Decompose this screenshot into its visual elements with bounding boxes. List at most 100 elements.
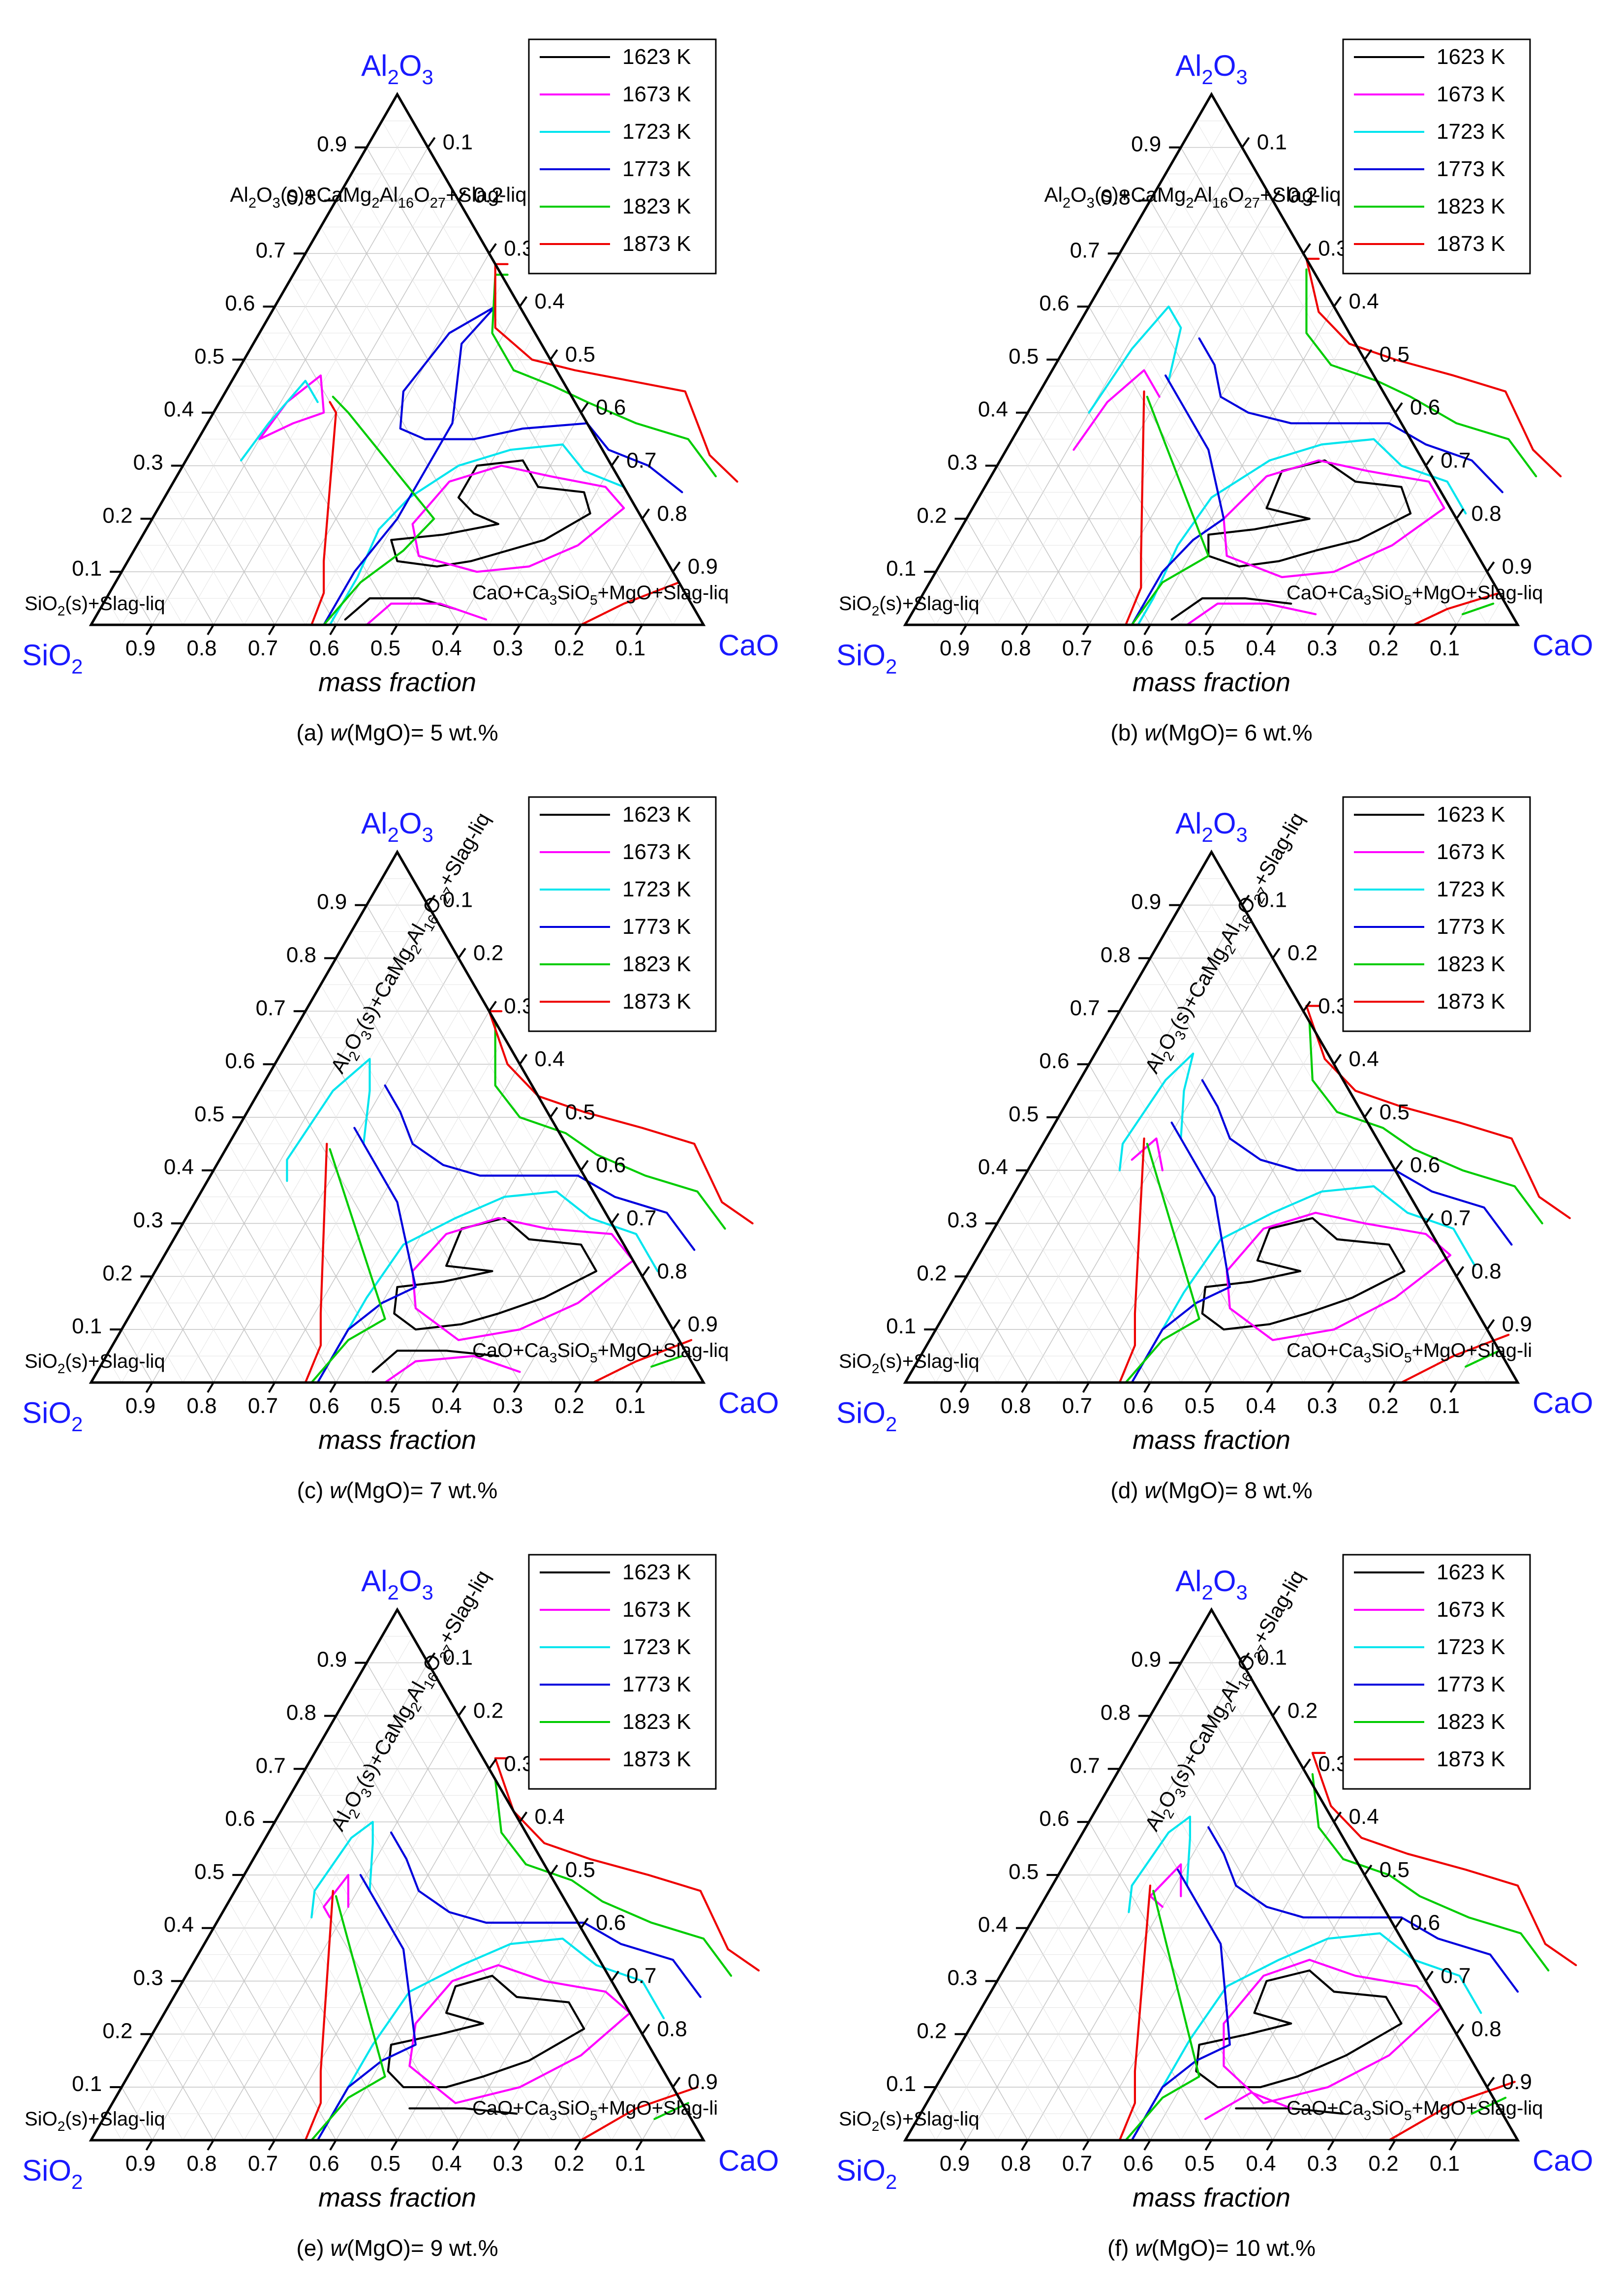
- tick: [513, 1382, 521, 1393]
- isotherm-1873K: [488, 1010, 754, 1225]
- tick-label: 0.7: [626, 1206, 656, 1230]
- isotherm-1673K: [411, 464, 625, 573]
- legend-label: 1773 K: [1437, 157, 1505, 181]
- tick: [1021, 624, 1029, 636]
- grid-line: [106, 598, 122, 625]
- tick-label: 0.9: [125, 1394, 155, 1418]
- grid-line: [1364, 2007, 1441, 2141]
- tick-label: 0.8: [286, 185, 316, 209]
- vertex-label-top: Al2​O3​: [361, 807, 433, 846]
- tick-label: 0.9: [940, 2152, 970, 2176]
- legend-box: [528, 38, 717, 275]
- grid-line: [1303, 1954, 1411, 2141]
- tick: [452, 1382, 460, 1393]
- tick-label: 0.1: [615, 2152, 645, 2176]
- legend: 1623 K 1673 K 1723 K 1773 K 1823 K 1873 K: [528, 796, 717, 1032]
- isotherm-1823K: [1125, 1142, 1200, 1384]
- tick-label: 0.5: [565, 1100, 595, 1124]
- tick-label: 0.7: [1440, 1964, 1471, 1988]
- tick-label: 0.2: [1287, 1698, 1318, 1722]
- grid-line: [920, 2113, 936, 2141]
- grid-line: [381, 121, 674, 625]
- isotherm-1623K: [387, 1974, 585, 2089]
- grid-line: [366, 333, 536, 625]
- grid-line: [381, 1636, 674, 2141]
- tick: [268, 624, 276, 636]
- tick-label: 0.4: [978, 398, 1008, 422]
- grid-line: [1395, 2033, 1457, 2141]
- tick: [1449, 2139, 1458, 2151]
- tick-label: 0.7: [1440, 449, 1471, 473]
- phase-label-top: Al2​O3​(s)+CaMg2​Al16​O27​+Slag-liq: [1044, 183, 1341, 211]
- tick: [672, 561, 681, 573]
- tick-label: 0.4: [1246, 636, 1276, 660]
- isotherm-1723K: [1118, 1052, 1195, 1171]
- isotherm-1723K: [1131, 1932, 1482, 2142]
- tick-label: 0.4: [535, 289, 565, 313]
- grid-line: [489, 1954, 597, 2141]
- legend-label: 1623 K: [1437, 45, 1505, 69]
- fine-grid: [106, 121, 689, 625]
- tick-label: 0.9: [317, 132, 347, 156]
- tick: [1364, 1107, 1373, 1118]
- vertex-label-left: SiO2​: [836, 639, 897, 678]
- tick-labels: 0.9 0.1 0.1 0.8 0.2 0.2 0.7 0.3 0.3 0.6 0.4 0.4 0.5 0…: [72, 1646, 718, 2176]
- grid-line: [1272, 412, 1396, 625]
- tick-label: 0.5: [370, 2152, 400, 2176]
- isotherm-1873K: [1311, 1752, 1577, 1967]
- panel-caption: (e) w(MgO)= 9 wt.%: [296, 2235, 498, 2261]
- tick: [427, 1652, 436, 1663]
- vertex-label-top: Al2​O3​: [361, 49, 433, 89]
- tick: [580, 1917, 589, 1929]
- vertex-label-right: CaO: [1532, 2144, 1593, 2177]
- grid-line: [673, 2113, 689, 2141]
- tick-label: 0.9: [317, 1648, 347, 1672]
- tick: [580, 1160, 589, 1171]
- tick-label: 0.6: [225, 1049, 255, 1073]
- tick-labels: 0.9 0.1 0.1 0.8 0.2 0.2 0.7 0.3 0.3 0.6 0.4 0.4 0.5 0…: [72, 130, 718, 660]
- vertex-label-left: SiO2​: [22, 1396, 83, 1436]
- tick: [1266, 2139, 1274, 2151]
- vertex-label-right: CaO: [1532, 629, 1593, 662]
- tick: [1266, 1382, 1274, 1393]
- legend-label: 1873 K: [622, 232, 691, 256]
- grid-line: [1119, 1037, 1319, 1383]
- grid-line: [136, 545, 184, 625]
- tick: [1486, 1319, 1495, 1330]
- tick-label: 0.5: [194, 1102, 224, 1126]
- grid-line: [152, 1276, 214, 1383]
- tick-label: 0.3: [948, 451, 978, 475]
- tick-label: 0.6: [1123, 636, 1153, 660]
- isotherm-1873K: [1388, 2081, 1516, 2142]
- tick: [1302, 1001, 1311, 1012]
- tick: [1425, 1970, 1434, 1982]
- vertex-label-left: SiO2​: [22, 2154, 83, 2193]
- isotherm-1773K: [1131, 1868, 1231, 2142]
- tick: [1241, 894, 1250, 906]
- tick-label: 0.1: [443, 130, 473, 154]
- grid-line: [1134, 227, 1365, 625]
- tick: [611, 1970, 619, 1982]
- tick-label: 0.5: [1185, 1394, 1215, 1418]
- tick-label: 0.6: [225, 1807, 255, 1831]
- axis-title: mass fraction: [1133, 668, 1290, 697]
- tick-label: 0.6: [596, 396, 626, 420]
- tick: [488, 243, 497, 254]
- grid-line: [1119, 1795, 1319, 2141]
- tick-label: 0.8: [1101, 943, 1131, 967]
- isotherm-1823K: [1131, 396, 1210, 626]
- tick-label: 0.5: [1379, 1858, 1410, 1882]
- tick-label: 0.6: [1039, 291, 1069, 315]
- isotherm-1673K: [1204, 2091, 1292, 2121]
- panel-caption: (f) w(MgO)= 10 wt.%: [1107, 2235, 1316, 2261]
- grid-line: [966, 1276, 1028, 1383]
- vertex-label-top: Al2​O3​: [361, 1565, 433, 1604]
- tick: [1082, 2139, 1090, 2151]
- isotherm-1823K: [310, 1895, 386, 2142]
- tick-label: 0.4: [164, 1913, 194, 1937]
- grid-line: [228, 386, 367, 625]
- tick: [145, 2139, 153, 2151]
- tick-label: 0.6: [309, 2152, 339, 2176]
- legend-label: 1673 K: [622, 840, 691, 864]
